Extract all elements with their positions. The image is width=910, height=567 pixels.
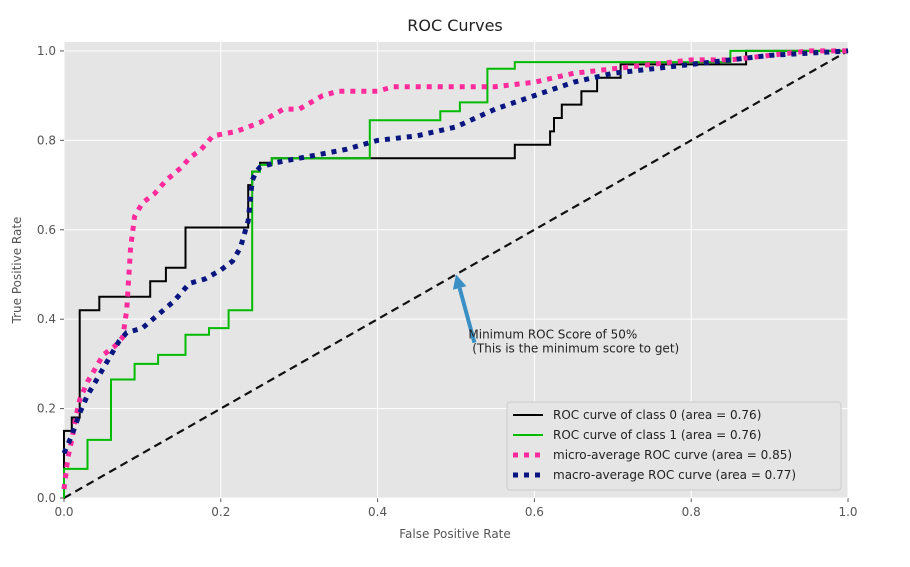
y-tick-label: 0.0 [37,491,56,505]
annotation-arrow-head [452,274,467,290]
chart-title: ROC Curves [407,16,503,35]
legend-box [506,401,842,491]
series-line-1 [63,49,848,498]
legend: ROC curve of class 0 (area = 0.76) ROC cu… [506,401,842,491]
annotation: Minimum ROC Score of 50% (This is the mi… [452,274,679,356]
y-tick-label: 0.2 [37,402,56,416]
series-line-3 [61,48,849,455]
x-tick-label: 0.8 [682,505,701,519]
x-tick-label: 0.6 [525,505,544,519]
legend-label-2: micro-average ROC curve (area = 0.85) [553,448,792,462]
x-axis-label: False Positive Rate [399,527,511,541]
x-tick-label: 0.0 [54,505,73,519]
legend-label-1: ROC curve of class 1 (area = 0.76) [553,428,761,442]
annotation-text-line2: (This is the minimum score to get) [468,342,679,356]
y-tick-label: 1.0 [37,44,56,58]
plot-area: 0.0 0.2 0.4 0.6 0.8 1.0 0.0 0.2 0.4 0.6 0.8 1.0 [37,42,858,519]
y-tick-label: 0.4 [37,312,56,326]
annotation-arrow [457,287,477,344]
y-tick-label: 0.6 [37,223,56,237]
annotation-text-line1: Minimum ROC Score of 50% [468,328,637,342]
series-line-0 [63,49,848,498]
legend-label-3: macro-average ROC curve (area = 0.77) [553,468,796,482]
legend-label-0: ROC curve of class 0 (area = 0.76) [553,408,761,422]
series-line-4 [63,49,849,499]
x-tick-label: 0.2 [211,505,230,519]
x-tick-label: 0.4 [368,505,387,519]
x-tick-label: 1.0 [838,505,857,519]
y-tick-label: 0.8 [37,133,56,147]
y-axis-label: True Positive Rate [10,217,24,325]
